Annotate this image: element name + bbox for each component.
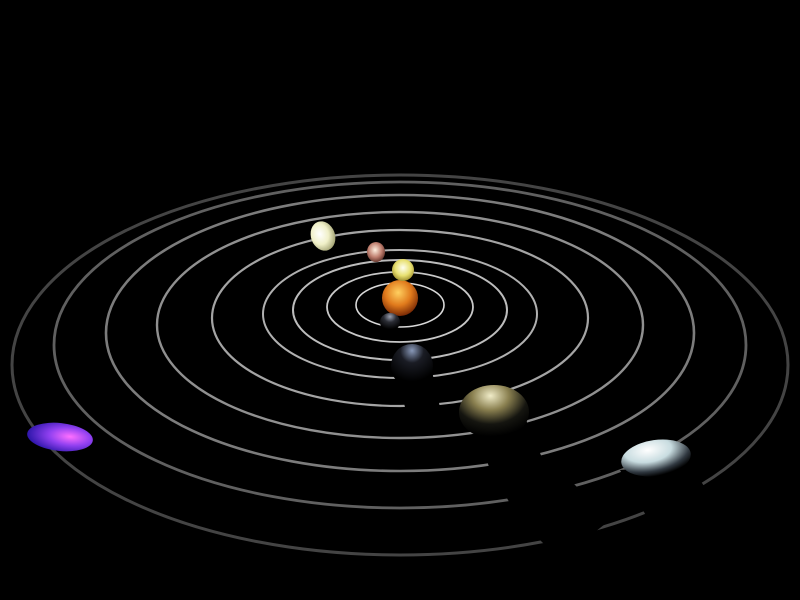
orbit-ring-6 — [155, 210, 645, 440]
planet-venus[interactable] — [392, 259, 414, 281]
orbit-ring-8 — [52, 180, 748, 510]
planet-saturn[interactable] — [307, 218, 340, 254]
planet-mercury[interactable] — [380, 313, 400, 331]
orbit-ring-9 — [10, 173, 790, 557]
planet-mars[interactable] — [367, 242, 385, 262]
planet-jupiter[interactable] — [459, 385, 529, 439]
planet-earth[interactable] — [391, 344, 433, 388]
planet-neptune[interactable] — [26, 420, 95, 455]
orbit-ring-7 — [104, 193, 696, 473]
planet-uranus[interactable] — [619, 435, 693, 480]
orbit-ring-5 — [210, 228, 590, 408]
sun[interactable] — [382, 280, 418, 316]
